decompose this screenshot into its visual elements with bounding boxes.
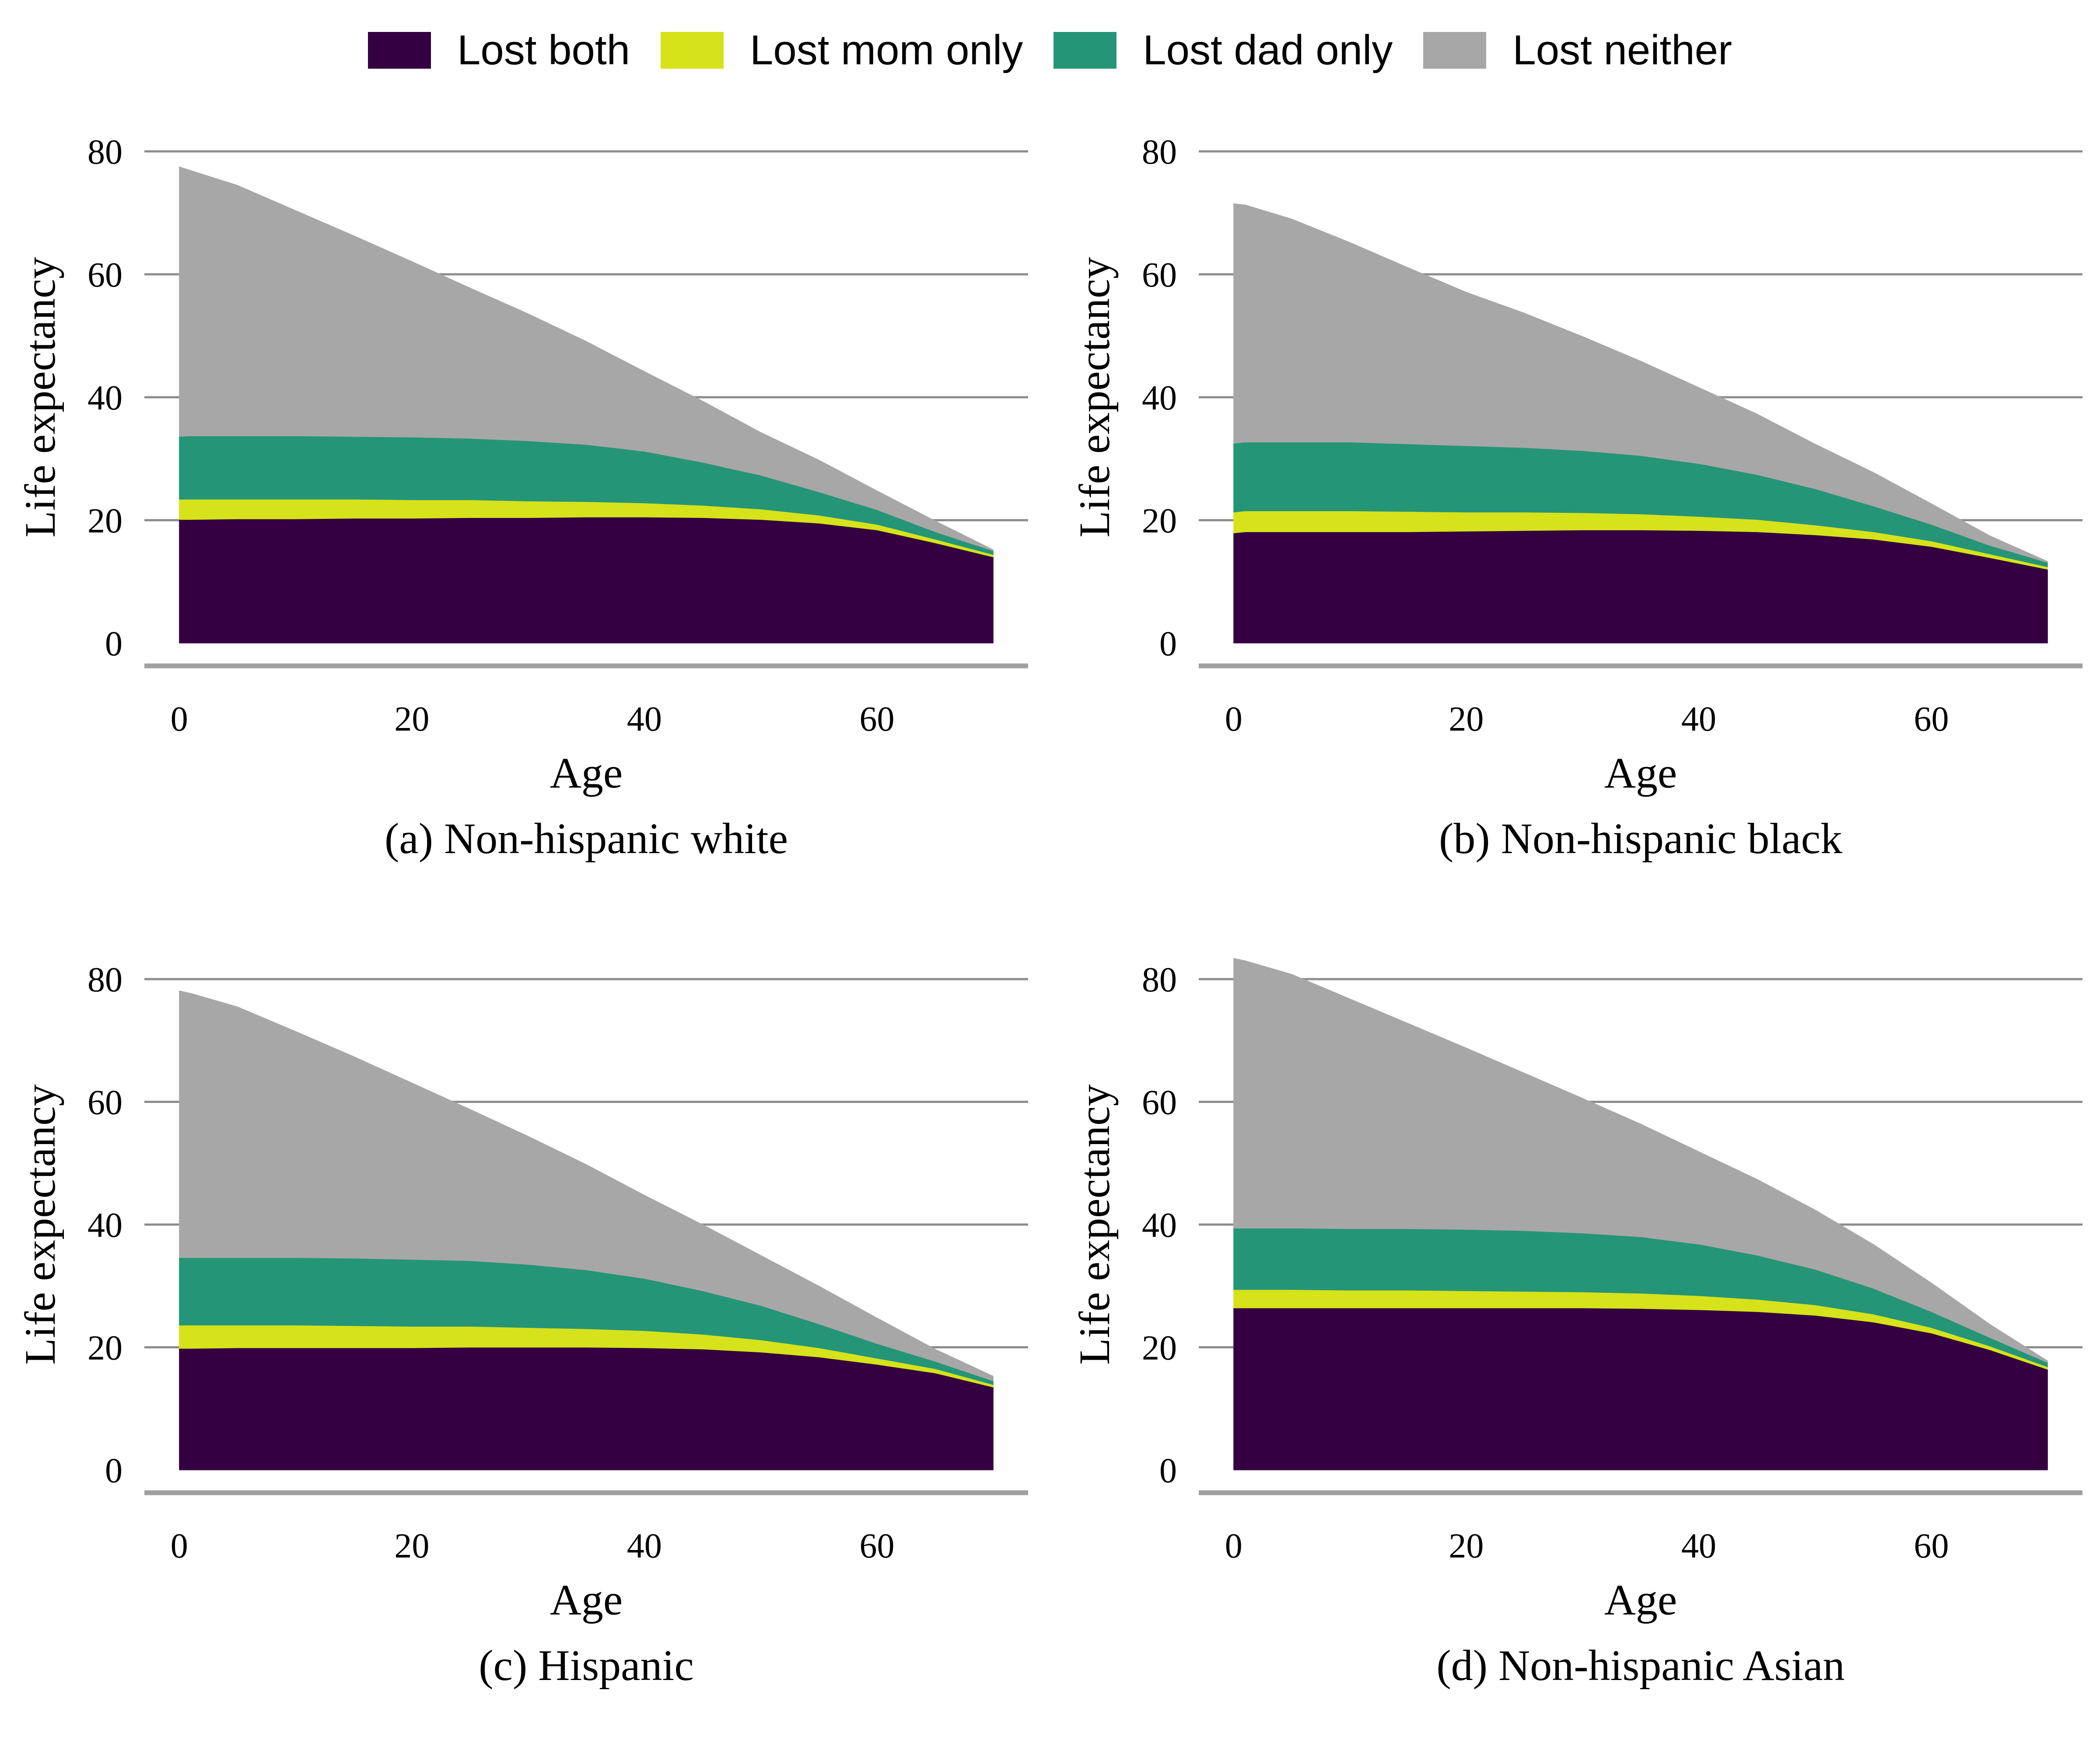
y-tick-label: 60	[1142, 256, 1177, 294]
x-tick-label: 20	[1449, 700, 1484, 738]
y-tick-label: 20	[1142, 1329, 1177, 1368]
legend-swatch	[368, 32, 431, 69]
y-tick-label: 0	[1159, 625, 1177, 663]
y-axis-label: Life expectancy	[16, 257, 64, 537]
chart-panel: 0 20 40 60 80 0 20 40 60 Age Life expectancy (a) No…	[16, 133, 1028, 863]
y-tick-label: 0	[105, 625, 122, 663]
y-tick-label: 80	[88, 133, 122, 172]
x-tick-label: 40	[627, 1527, 662, 1565]
x-axis-label: Age	[1604, 1575, 1677, 1624]
y-tick-label: 60	[88, 1084, 122, 1122]
y-tick-label: 0	[105, 1452, 122, 1490]
area-series-lost-neither	[1233, 958, 2048, 1363]
legend-label: Lost dad only	[1143, 27, 1393, 74]
x-tick-label: 0	[171, 700, 188, 738]
legend-label: Lost neither	[1512, 27, 1732, 74]
area-series-lost-neither	[1233, 203, 2048, 563]
legend-swatch	[1054, 32, 1117, 69]
legend-label: Lost both	[457, 27, 630, 74]
area-series-lost-both	[179, 1347, 994, 1470]
x-tick-label: 40	[1681, 1527, 1716, 1565]
x-tick-label: 60	[859, 1527, 894, 1565]
area-series-lost-both	[1233, 1308, 2048, 1470]
x-tick-label: 0	[1225, 1527, 1242, 1565]
chart-panel: 0 20 40 60 80 0 20 40 60 Age Life expectancy (d) No…	[1070, 958, 2082, 1690]
y-tick-label: 80	[1142, 961, 1177, 999]
y-axis-label: Life expectancy	[1070, 257, 1119, 537]
y-tick-label: 20	[1142, 502, 1177, 540]
y-axis-label: Life expectancy	[16, 1084, 64, 1365]
panel-caption: (d) Non-hispanic Asian	[1436, 1641, 1844, 1690]
legend-label: Lost mom only	[750, 27, 1023, 74]
area-series-lost-neither	[179, 990, 994, 1382]
legend-item-lost-neither[interactable]: Lost neither	[1423, 26, 1732, 74]
y-tick-label: 40	[1142, 1206, 1177, 1245]
x-tick-label: 20	[1449, 1527, 1484, 1565]
y-tick-label: 80	[1142, 133, 1177, 172]
y-tick-label: 80	[88, 961, 122, 999]
x-tick-label: 40	[627, 700, 662, 738]
x-tick-label: 40	[1681, 700, 1716, 738]
y-tick-label: 40	[88, 379, 122, 417]
x-tick-label: 20	[394, 700, 429, 738]
x-axis-label: Age	[1604, 749, 1677, 797]
y-tick-label: 40	[1142, 379, 1177, 417]
legend-item-lost-dad[interactable]: Lost dad only	[1054, 26, 1393, 74]
y-tick-label: 60	[88, 256, 122, 294]
y-tick-label: 60	[1142, 1084, 1177, 1122]
legend-swatch	[661, 32, 724, 69]
x-tick-label: 60	[1914, 1527, 1949, 1565]
legend-item-lost-both[interactable]: Lost both	[368, 26, 630, 74]
x-tick-label: 0	[171, 1527, 188, 1565]
legend: Lost both Lost mom only Lost dad only Lo…	[0, 18, 2100, 83]
y-tick-label: 20	[88, 1329, 122, 1368]
panel-caption: (c) Hispanic	[479, 1641, 693, 1690]
legend-swatch	[1423, 32, 1487, 69]
panel-caption: (b) Non-hispanic black	[1439, 814, 1842, 863]
x-tick-label: 0	[1225, 700, 1242, 738]
legend-item-lost-mom[interactable]: Lost mom only	[661, 26, 1023, 74]
x-axis-label: Age	[550, 1575, 623, 1624]
y-tick-label: 0	[1159, 1452, 1177, 1490]
chart-panel: 0 20 40 60 80 0 20 40 60 Age Life expectancy (b) No…	[1070, 133, 2082, 863]
area-series-lost-both	[179, 517, 994, 644]
area-series-lost-neither	[179, 166, 994, 551]
area-series-lost-both	[1233, 530, 2048, 644]
x-tick-label: 60	[1914, 700, 1949, 738]
x-tick-label: 20	[394, 1527, 429, 1565]
y-tick-label: 20	[88, 502, 122, 540]
y-tick-label: 40	[88, 1206, 122, 1245]
y-axis-label: Life expectancy	[1070, 1084, 1119, 1365]
chart-panel: 0 20 40 60 80 0 20 40 60 Age Life expectancy (c) Hi…	[16, 961, 1028, 1690]
panel-caption: (a) Non-hispanic white	[385, 814, 788, 863]
x-axis-label: Age	[550, 749, 623, 797]
x-tick-label: 60	[859, 700, 894, 738]
